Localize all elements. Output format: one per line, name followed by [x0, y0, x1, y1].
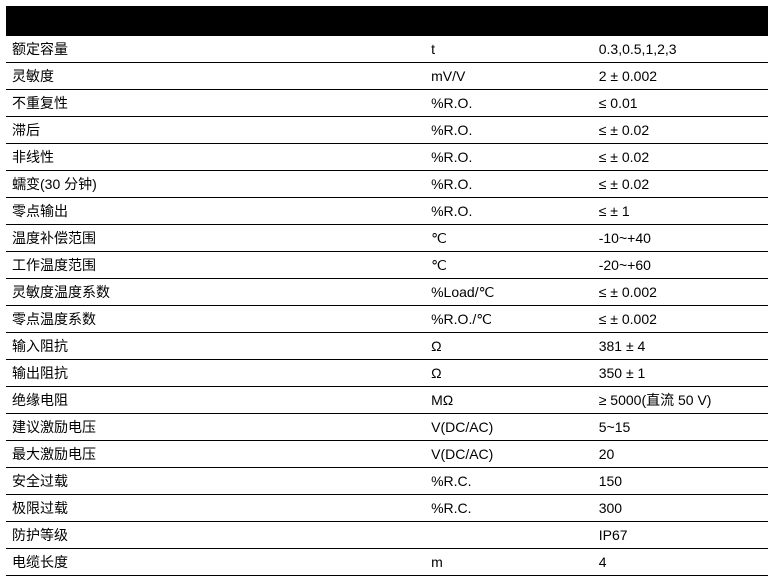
- table-row: 额定容量t0.3,0.5,1,2,3: [6, 36, 768, 63]
- unit-cell: mV/V: [425, 63, 593, 90]
- param-cell: 防护等级: [6, 522, 425, 549]
- table-row: 电缆长度m4: [6, 549, 768, 576]
- unit-cell: m: [425, 549, 593, 576]
- table-row: 最大激励电压V(DC/AC)20: [6, 441, 768, 468]
- unit-cell: t: [425, 36, 593, 63]
- param-cell: 不重复性: [6, 90, 425, 117]
- table-row: 绝缘电阻MΩ≥ 5000(直流 50 V): [6, 387, 768, 414]
- table-row: 滞后%R.O.≤ ± 0.02: [6, 117, 768, 144]
- unit-cell: %R.O.: [425, 198, 593, 225]
- unit-cell: Ω: [425, 360, 593, 387]
- value-cell: -10~+40: [593, 225, 768, 252]
- value-cell: 381 ± 4: [593, 333, 768, 360]
- table-row: 非线性%R.O.≤ ± 0.02: [6, 144, 768, 171]
- value-cell: 350 ± 1: [593, 360, 768, 387]
- unit-cell: %R.C.: [425, 495, 593, 522]
- param-cell: 绝缘电阻: [6, 387, 425, 414]
- value-cell: ≤ ± 0.002: [593, 279, 768, 306]
- unit-cell: Ω: [425, 333, 593, 360]
- unit-cell: %Load/℃: [425, 279, 593, 306]
- table-title: 技术指标:: [6, 6, 768, 36]
- table-row: 建议激励电压V(DC/AC)5~15: [6, 414, 768, 441]
- table-row: 不重复性%R.O.≤ 0.01: [6, 90, 768, 117]
- param-cell: 电缆长度: [6, 549, 425, 576]
- unit-cell: %R.C.: [425, 468, 593, 495]
- table-row: 输出阻抗Ω350 ± 1: [6, 360, 768, 387]
- unit-cell: %R.O.: [425, 171, 593, 198]
- param-cell: 灵敏度: [6, 63, 425, 90]
- param-cell: 温度补偿范围: [6, 225, 425, 252]
- table-row: 防护等级 IP67: [6, 522, 768, 549]
- value-cell: ≤ ± 0.02: [593, 117, 768, 144]
- value-cell: 300: [593, 495, 768, 522]
- unit-cell: ℃: [425, 252, 593, 279]
- param-cell: 非线性: [6, 144, 425, 171]
- param-cell: 输入阻抗: [6, 333, 425, 360]
- table-row: 安全过载%R.C.150: [6, 468, 768, 495]
- table-row: 零点输出%R.O.≤ ± 1: [6, 198, 768, 225]
- unit-cell: ℃: [425, 225, 593, 252]
- table-row: 温度补偿范围℃-10~+40: [6, 225, 768, 252]
- table-row: 工作温度范围℃-20~+60: [6, 252, 768, 279]
- value-cell: 5~15: [593, 414, 768, 441]
- table-row: 灵敏度温度系数%Load/℃≤ ± 0.002: [6, 279, 768, 306]
- value-cell: 20: [593, 441, 768, 468]
- value-cell: -20~+60: [593, 252, 768, 279]
- param-cell: 滞后: [6, 117, 425, 144]
- unit-cell: %R.O./℃: [425, 306, 593, 333]
- param-cell: 零点输出: [6, 198, 425, 225]
- param-cell: 输出阻抗: [6, 360, 425, 387]
- table-row: 灵敏度mV/V2 ± 0.002: [6, 63, 768, 90]
- param-cell: 工作温度范围: [6, 252, 425, 279]
- value-cell: 4: [593, 549, 768, 576]
- value-cell: ≥ 5000(直流 50 V): [593, 387, 768, 414]
- param-cell: 极限过载: [6, 495, 425, 522]
- unit-cell: %R.O.: [425, 117, 593, 144]
- table-row: 输入阻抗Ω381 ± 4: [6, 333, 768, 360]
- unit-cell: %R.O.: [425, 144, 593, 171]
- value-cell: ≤ ± 0.002: [593, 306, 768, 333]
- param-cell: 最大激励电压: [6, 441, 425, 468]
- value-cell: 0.3,0.5,1,2,3: [593, 36, 768, 63]
- value-cell: 150: [593, 468, 768, 495]
- table-row: 极限过载%R.C.300: [6, 495, 768, 522]
- table-header-row: 技术指标:: [6, 6, 768, 36]
- unit-cell: [425, 522, 593, 549]
- unit-cell: %R.O.: [425, 90, 593, 117]
- param-cell: 额定容量: [6, 36, 425, 63]
- unit-cell: MΩ: [425, 387, 593, 414]
- value-cell: 2 ± 0.002: [593, 63, 768, 90]
- value-cell: ≤ ± 1: [593, 198, 768, 225]
- param-cell: 零点温度系数: [6, 306, 425, 333]
- spec-table: 技术指标: 额定容量t0.3,0.5,1,2,3灵敏度mV/V2 ± 0.002…: [6, 6, 768, 576]
- param-cell: 安全过载: [6, 468, 425, 495]
- unit-cell: V(DC/AC): [425, 414, 593, 441]
- unit-cell: V(DC/AC): [425, 441, 593, 468]
- value-cell: ≤ ± 0.02: [593, 171, 768, 198]
- value-cell: IP67: [593, 522, 768, 549]
- table-row: 蠕变(30 分钟)%R.O.≤ ± 0.02: [6, 171, 768, 198]
- value-cell: ≤ ± 0.02: [593, 144, 768, 171]
- value-cell: ≤ 0.01: [593, 90, 768, 117]
- table-row: 零点温度系数%R.O./℃≤ ± 0.002: [6, 306, 768, 333]
- param-cell: 灵敏度温度系数: [6, 279, 425, 306]
- param-cell: 建议激励电压: [6, 414, 425, 441]
- param-cell: 蠕变(30 分钟): [6, 171, 425, 198]
